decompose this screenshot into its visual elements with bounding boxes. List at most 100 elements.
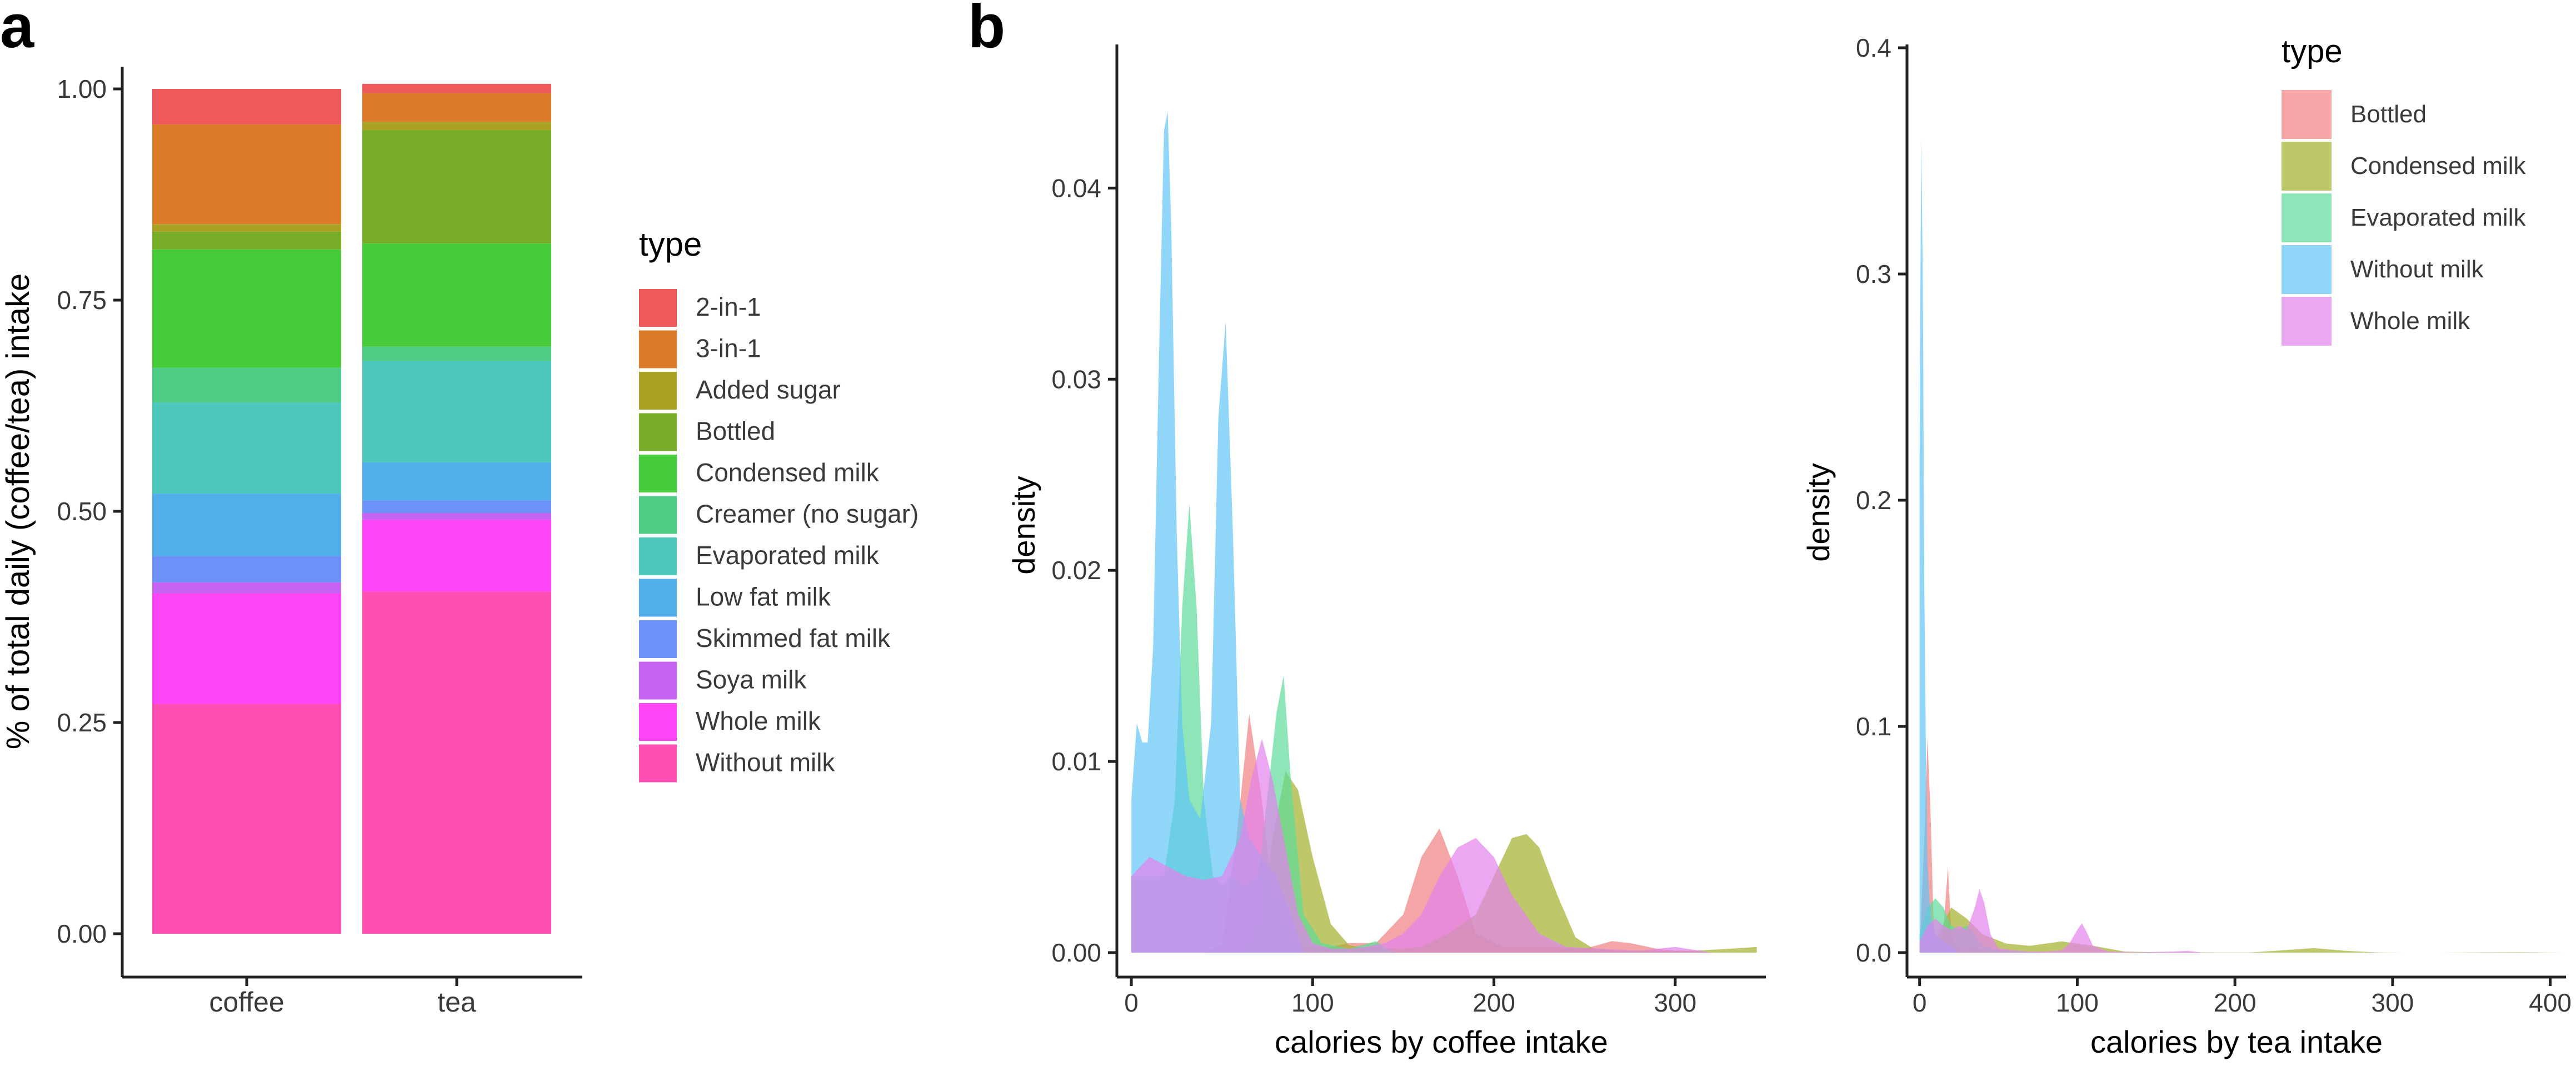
bar-tea-evaporated-milk <box>362 361 551 462</box>
legend-swatch-whole-milk <box>639 703 677 741</box>
y-tick-label: 0.00 <box>1051 938 1101 967</box>
y-tick-label: 0.00 <box>57 919 107 948</box>
y-tick-label: 0.1 <box>1856 712 1891 741</box>
y-tick-label: 0.0 <box>1856 938 1891 967</box>
legend-swatch-condensed-milk <box>2282 142 2332 191</box>
y-axis-title: density <box>1006 476 1041 574</box>
y-tick-label: 0.3 <box>1856 260 1891 288</box>
y-tick-label: 0.50 <box>57 497 107 526</box>
legend-swatch-low-fat-milk <box>639 579 677 617</box>
x-tick-label: 200 <box>2214 988 2257 1017</box>
legend-label-whole-milk: Whole milk <box>696 706 821 735</box>
x-tick-label-coffee: coffee <box>209 987 284 1018</box>
bar-tea-2-in-1 <box>362 83 551 93</box>
legend-title: type <box>2282 33 2343 69</box>
y-tick-label: 0.25 <box>57 708 107 737</box>
y-tick-label: 1.00 <box>57 74 107 103</box>
y-tick-label: 0.04 <box>1051 173 1101 202</box>
x-tick-label: 100 <box>1291 988 1334 1017</box>
legend-title: type <box>639 226 702 263</box>
bar-tea-added-sugar <box>362 122 551 131</box>
y-tick-label: 0.4 <box>1856 33 1891 62</box>
legend-swatch-3-in-1 <box>639 330 677 368</box>
y-axis-title: density <box>1801 463 1836 561</box>
x-tick-label: 400 <box>2529 988 2572 1017</box>
legend-label-skimmed-fat-milk: Skimmed fat milk <box>696 624 891 652</box>
bar-coffee-bottled <box>152 231 341 250</box>
bar-tea-bottled <box>362 130 551 244</box>
bar-coffee-3-in-1 <box>152 124 341 225</box>
density-area-condensed-milk <box>1919 907 2566 953</box>
legend-label-3-in-1: 3-in-1 <box>696 334 761 363</box>
legend-swatch-evaporated-milk <box>2282 193 2332 242</box>
bar-tea-condensed-milk <box>362 243 551 347</box>
legend-swatch-2-in-1 <box>639 289 677 327</box>
legend-swatch-evaporated-milk <box>639 537 677 575</box>
x-tick-label: 300 <box>2372 988 2414 1017</box>
legend-label-creamer-no-sugar: Creamer (no sugar) <box>696 500 918 529</box>
density-area-without-milk <box>1131 111 1304 953</box>
legend-label-bottled: Bottled <box>2350 101 2427 128</box>
bar-coffee-added-sugar <box>152 224 341 232</box>
legend-swatch-bottled <box>639 413 677 451</box>
bar-coffee-condensed-milk <box>152 249 341 368</box>
y-axis-title: % of total daily (coffee/tea) intake <box>0 273 36 750</box>
y-tick-label: 0.01 <box>1051 747 1101 776</box>
legend-label-condensed-milk: Condensed milk <box>2350 152 2526 180</box>
y-tick-label: 0.75 <box>57 286 107 315</box>
legend-label-bottled: Bottled <box>696 417 775 446</box>
bar-coffee-evaporated-milk <box>152 402 341 494</box>
bar-tea-whole-milk <box>362 520 551 592</box>
legend-swatch-without-milk <box>639 744 677 783</box>
legend-swatch-bottled <box>2282 90 2332 139</box>
x-tick-label-tea: tea <box>437 987 476 1018</box>
legend-label-added-sugar: Added sugar <box>696 375 841 404</box>
bar-tea-3-in-1 <box>362 93 551 122</box>
panel-b-tea-density-chart: 0.0 0.1 0.2 0.3 0.4 0 100 200 300 400 calories by … <box>1801 33 2572 1059</box>
legend-label-condensed-milk: Condensed milk <box>696 458 880 487</box>
x-tick-label: 300 <box>1654 988 1696 1017</box>
panel-label-a: a <box>0 0 34 61</box>
legend-label-low-fat-milk: Low fat milk <box>696 582 831 611</box>
x-tick-label: 100 <box>2056 988 2099 1017</box>
legend-swatch-skimmed-fat-milk <box>639 620 677 658</box>
y-tick-label: 0.02 <box>1051 556 1101 585</box>
legend-label-evaporated-milk: Evaporated milk <box>2350 204 2526 231</box>
bar-tea-skimmed-fat-milk <box>362 500 551 514</box>
legend-label-without-milk: Without milk <box>696 748 835 777</box>
x-axis-title: calories by tea intake <box>2090 1024 2383 1059</box>
legend-label-whole-milk: Whole milk <box>2350 307 2470 335</box>
legend-label-without-milk: Without milk <box>2350 256 2484 283</box>
legend-label-2-in-1: 2-in-1 <box>696 292 761 321</box>
y-tick-label: 0.2 <box>1856 486 1891 515</box>
bar-coffee-soya-milk <box>152 582 341 594</box>
legend-swatch-whole-milk <box>2282 297 2332 346</box>
bar-coffee-without-milk <box>152 704 341 934</box>
legend-swatch-added-sugar <box>639 372 677 410</box>
bar-coffee-low-fat-milk <box>152 494 341 556</box>
panel-b-coffee-density-chart: 0.00 0.01 0.02 0.03 0.04 0 100 200 300 calories b… <box>1006 44 1766 1059</box>
bar-tea-without-milk <box>362 591 551 934</box>
bar-coffee-creamer-no-sugar <box>152 367 341 402</box>
density-area-whole-milk <box>1131 738 1712 953</box>
bar-coffee-whole-milk <box>152 593 341 704</box>
bar-tea-soya-milk <box>362 513 551 520</box>
panel-a-stacked-bar-chart: 0.00 0.25 0.50 0.75 1.00 coffee tea % of total … <box>0 67 918 1018</box>
legend-swatch-without-milk <box>2282 245 2332 294</box>
x-tick-label: 0 <box>1913 988 1927 1017</box>
legend-swatch-creamer-no-sugar <box>639 496 677 534</box>
bar-tea-low-fat-milk <box>362 462 551 501</box>
bar-tea-creamer-no-sugar <box>362 346 551 361</box>
bar-coffee-2-in-1 <box>152 89 341 124</box>
density-area-whole-milk <box>1919 889 2204 953</box>
x-tick-label: 200 <box>1472 988 1515 1017</box>
density-area-without-milk <box>1919 138 1959 953</box>
panel-label-b: b <box>968 0 1005 61</box>
bar-coffee-skimmed-fat-milk <box>152 556 341 582</box>
x-tick-label: 0 <box>1124 988 1139 1017</box>
legend-label-evaporated-milk: Evaporated milk <box>696 541 880 570</box>
legend-swatch-soya-milk <box>639 661 677 700</box>
legend-label-soya-milk: Soya milk <box>696 665 807 694</box>
density-area-bottled <box>1919 738 2030 953</box>
